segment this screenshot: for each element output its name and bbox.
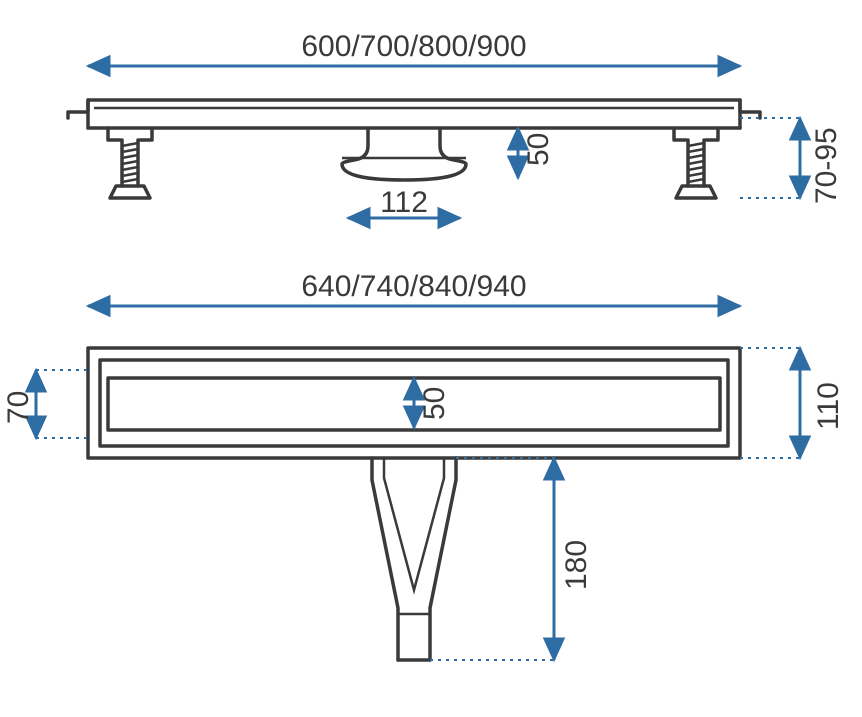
dimension-label: 70-95 (810, 127, 843, 204)
dimension-label: 600/700/800/900 (301, 30, 526, 63)
adjustable-foot (108, 128, 152, 198)
adjustable-foot (674, 128, 718, 198)
dimension-plan-length: 640/740/840/940 (88, 270, 740, 306)
dimension-plan-inner-h: 50 (414, 378, 451, 428)
dimension-drain-width: 112 (348, 186, 460, 219)
dimension-label: 70 (2, 391, 35, 424)
dimension-outlet-depth: 180 (554, 458, 593, 660)
side-view (68, 100, 760, 198)
dimension-label: 110 (812, 382, 845, 430)
dimension-label: 50 (418, 387, 451, 420)
dimension-plan-left-h: 70 (2, 370, 36, 438)
technical-drawing: 600/700/800/900 112 50 70-95 640/740/840/940… (0, 0, 862, 717)
dimension-label: 180 (560, 540, 593, 590)
dimension-label: 112 (380, 186, 428, 219)
dimension-drain-height: 50 (518, 128, 555, 178)
dimension-label: 640/740/840/940 (301, 270, 526, 303)
dimension-label: 50 (522, 133, 555, 166)
dimension-plan-right-h: 110 (800, 348, 845, 458)
dimension-side-height-range: 70-95 (800, 118, 843, 204)
dimension-top-length: 600/700/800/900 (88, 30, 740, 66)
